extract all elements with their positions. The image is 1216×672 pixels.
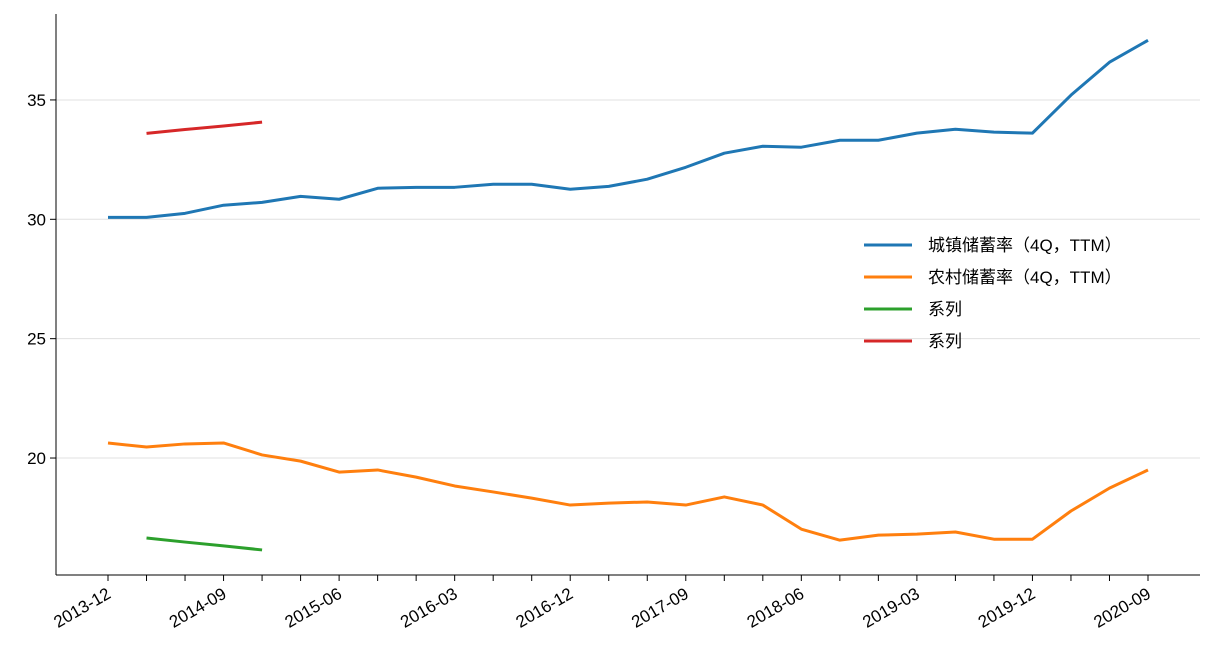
x-tick-label: 2013-12 <box>50 584 114 632</box>
x-tick-label: 2019-12 <box>975 584 1039 632</box>
series-line <box>146 120 263 135</box>
x-tick-label: 2016-12 <box>513 584 577 632</box>
x-tick-label: 2017-09 <box>628 584 692 632</box>
y-tick-label: 30 <box>27 210 46 229</box>
y-tick-label: 20 <box>27 449 46 468</box>
legend-label: 农村储蓄率（4Q，TTM） <box>928 268 1122 287</box>
x-tick-label: 2020-09 <box>1090 584 1154 632</box>
x-tick-label: 2016-03 <box>397 584 461 632</box>
series-line <box>108 38 1149 219</box>
x-tick-label: 2014-09 <box>166 584 230 632</box>
legend-label: 系列 <box>928 332 962 351</box>
y-tick-label: 35 <box>27 91 46 110</box>
series-line <box>107 441 1149 542</box>
series-line <box>146 536 263 552</box>
x-tick-label: 2015-06 <box>282 584 346 632</box>
legend-label: 系列 <box>928 300 962 319</box>
y-tick-label: 25 <box>27 330 46 349</box>
legend-label: 城镇储蓄率（4Q，TTM） <box>928 236 1122 255</box>
x-tick-label: 2019-03 <box>859 584 923 632</box>
x-tick-label: 2018-06 <box>744 584 808 632</box>
